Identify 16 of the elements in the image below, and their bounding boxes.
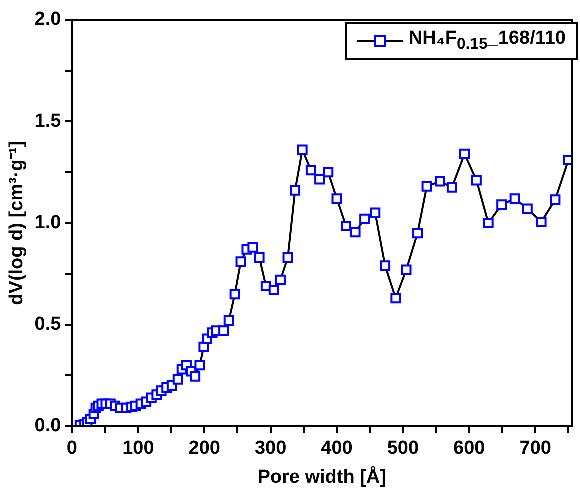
- x-tick-label: 600: [454, 438, 486, 460]
- y-tick-label: 0.0: [34, 416, 62, 437]
- x-tick-label: 700: [520, 438, 552, 460]
- x-tick-label: 100: [122, 438, 154, 460]
- y-tick-label: 2.0: [34, 9, 62, 30]
- legend-label: NH₄F$_{0.15}$_168/110: [408, 28, 566, 54]
- y-tick-label: 1.5: [34, 110, 62, 132]
- y-tick-label: 0.5: [34, 314, 62, 336]
- x-axis-title: Pore width [Å]: [258, 466, 386, 488]
- y-axis-title: dV(log d) [cm³·g⁻¹]: [6, 141, 28, 306]
- x-tick-label: 0: [66, 438, 78, 460]
- x-tick-label: 400: [321, 438, 353, 460]
- x-tick-label: 200: [188, 438, 220, 460]
- y-tick-label: 1.0: [34, 212, 62, 234]
- x-tick-label: 500: [387, 438, 420, 460]
- x-tick-label: 300: [254, 438, 287, 460]
